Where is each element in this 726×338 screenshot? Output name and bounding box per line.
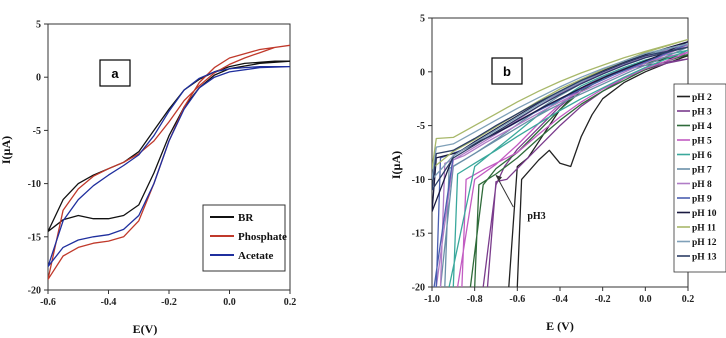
panel-a-ytick-label: 5 [36, 20, 41, 31]
panel-b-legend-box [673, 83, 726, 273]
panel-b-ytick-label: 5 [420, 14, 425, 25]
panel-b-annotation: pH3 [495, 174, 546, 222]
panel-a-ticks: -0.6 -0.4 -0.2 0.0 0.2 5 0 -5 -10 -15 -20 [28, 20, 297, 309]
panel-a-series-phosphate [48, 44, 290, 281]
panel-b-series-ph-12 [432, 43, 688, 180]
panel-a-label: a [111, 66, 119, 81]
panel-b-legend-label: pH 10 [692, 209, 717, 219]
panel-b-series-ph-10 [432, 41, 688, 212]
panel-b-series-ph-13 [432, 46, 688, 191]
panel-b-legend-label: pH 3 [692, 108, 712, 118]
panel-b-ytick-label: -5 [417, 121, 425, 132]
panel-b: -1.0 -0.8 -0.6 -0.4 -0.2 0.0 0.250-5-10-15-20 … [389, 14, 726, 333]
panel-b-ticks: -1.0 -0.8 -0.6 -0.4 -0.2 0.0 0.2 5 0 -5 -10 -15 -20 [412, 14, 695, 306]
panel-b-legend-label: pH 2 [692, 93, 712, 103]
panel-b-series-ph-4 [469, 53, 688, 287]
panel-b-legend-label: pH 7 [692, 166, 712, 176]
panel-a-ytick-label: -5 [33, 126, 41, 137]
panel-b-series-ph-5 [456, 51, 688, 287]
panel-a-xtick-label: -0.4 [101, 297, 117, 308]
panel-b-legend: pH 2 pH 3 pH 4 pH 5 pH 6 pH 7 pH 8 pH 9 pH 10 pH … [673, 83, 726, 273]
panel-b-label: b [503, 64, 511, 79]
panel-b-ytick-label: -10 [412, 175, 425, 186]
panel-a-legend-label: Phosphate [238, 231, 287, 243]
panel-b-legend-label: pH 13 [692, 253, 717, 263]
panel-a-xlabel: E(V) [133, 322, 158, 336]
panel-b-xtick-label: -1.0 [424, 294, 440, 305]
panel-b-annotation-arrowhead [496, 175, 502, 182]
panel-b-xtick-label: -0.6 [509, 294, 525, 305]
panel-b-xtick-label: -0.4 [552, 294, 568, 305]
panel-a-series-acetate [48, 65, 290, 268]
panel-a-ytick-label: -20 [28, 286, 41, 297]
panel-b-xlabel: E (V) [546, 319, 574, 333]
panel-b-ytick-label: -20 [412, 283, 425, 294]
panel-b-legend-label: pH 11 [692, 224, 716, 234]
panel-b-series-ph-3 [482, 58, 688, 287]
panel-b-xtick-label: 0.0 [639, 294, 652, 305]
panel-a-label-box [99, 59, 131, 87]
panel-a: -0.6 -0.4 -0.2 0.0 0.2 5 0 -5 -10 -15 -20 a E(V) I… [0, 20, 296, 337]
panel-a-xtick-label: -0.6 [40, 297, 56, 308]
panel-a-legend-label: BR [238, 212, 254, 224]
panel-b-plot-area [431, 17, 689, 288]
panel-b-xtick-label: 0.2 [682, 294, 695, 305]
panel-b-ylabel: I(µA) [389, 151, 403, 179]
panel-b-series-ph-8 [435, 44, 688, 287]
panel-a-xtick-label: 0.0 [223, 297, 236, 308]
panel-a-ytick-label: -10 [28, 179, 41, 190]
panel-b-legend-label: pH 6 [692, 151, 712, 161]
panel-b-legend-label: pH 9 [692, 195, 712, 205]
panel-b-annotation-text: pH3 [527, 211, 545, 222]
panel-a-xtick-label: -0.2 [161, 297, 177, 308]
panel-b-legend-label: pH 8 [692, 180, 712, 190]
panel-a-legend: BR Phosphate Acetate [202, 204, 287, 272]
panel-b-xtick-label: -0.8 [467, 294, 483, 305]
panel-b-ytick-label: -15 [412, 229, 425, 240]
panel-a-legend-label: Acetate [238, 250, 274, 262]
panel-b-legend-label: pH 5 [692, 137, 712, 147]
panel-b-series-ph-7 [439, 46, 688, 287]
panel-b-xtick-label: -0.2 [595, 294, 611, 305]
panel-b-series-ph-2 [508, 55, 688, 287]
panel-b-label-box [491, 57, 523, 85]
panel-a-ytick-label: 0 [36, 73, 41, 84]
panel-b-legend-label: pH 4 [692, 122, 712, 132]
panel-b-legend-label: pH 12 [692, 238, 717, 248]
panel-a-ylabel: I(µA) [0, 136, 13, 164]
panel-a-xtick-label: 0.2 [284, 297, 297, 308]
panel-b-ytick-label: 0 [420, 67, 425, 78]
panel-a-ytick-label: -15 [28, 232, 41, 243]
